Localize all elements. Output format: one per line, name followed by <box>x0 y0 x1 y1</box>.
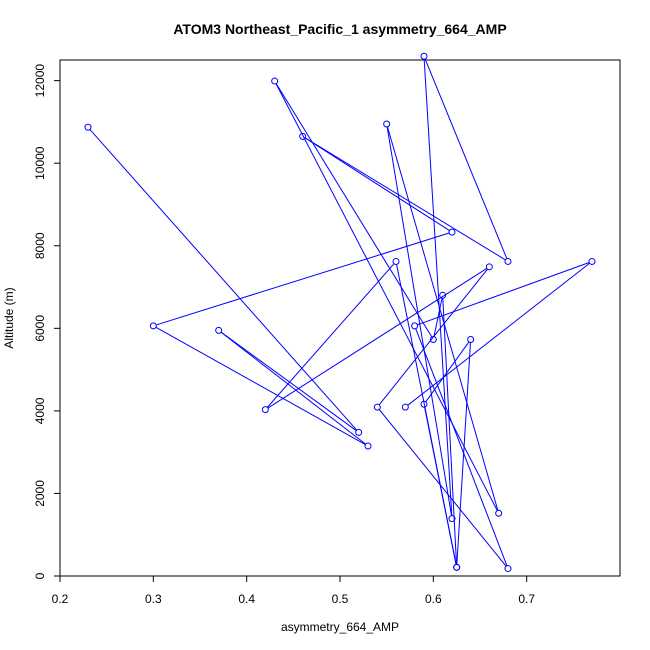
data-point <box>411 322 419 330</box>
plot-area: 0.2 0.3 0.4 0.5 0.6 0.7 0 2000 4000 6000 8000 1000… <box>33 52 621 606</box>
series-segment <box>156 232 450 326</box>
series-segment <box>442 298 458 565</box>
y-axis: 0 2000 4000 6000 8000 10000 12000 <box>33 64 61 579</box>
series-segment <box>396 264 457 565</box>
y-tick-label: 12000 <box>33 64 47 98</box>
data-point <box>504 565 512 573</box>
x-tick-label: 0.5 <box>332 592 349 606</box>
y-tick-label: 4000 <box>33 397 47 424</box>
data-point <box>495 509 503 517</box>
data-point <box>453 563 461 571</box>
y-axis-label: Altitude (m) <box>2 287 16 348</box>
series-segment <box>417 262 590 326</box>
data-point <box>299 132 307 140</box>
series-segment <box>378 409 507 567</box>
data-point <box>401 403 409 411</box>
series-segment <box>89 129 358 431</box>
x-tick-label: 0.6 <box>425 592 442 606</box>
y-tick-label: 10000 <box>33 146 47 180</box>
data-point <box>84 123 92 131</box>
data-point <box>149 322 157 330</box>
x-tick-label: 0.2 <box>52 592 69 606</box>
data-point <box>392 257 400 265</box>
data-point <box>364 442 372 450</box>
series-segment <box>407 262 590 406</box>
data-point <box>485 263 493 271</box>
x-tick-label: 0.3 <box>145 592 162 606</box>
series-segment <box>266 263 395 408</box>
data-point <box>448 228 456 236</box>
x-axis-label: asymmetry_664_AMP <box>281 620 399 634</box>
y-tick-label: 8000 <box>33 232 47 259</box>
x-axis: 0.2 0.3 0.4 0.5 0.6 0.7 <box>52 575 535 606</box>
x-tick-label: 0.4 <box>238 592 255 606</box>
series-segment <box>155 326 366 445</box>
data-point <box>588 257 596 265</box>
series-segment <box>386 126 453 516</box>
data-point <box>355 428 363 436</box>
plot-frame <box>59 59 621 577</box>
data-point <box>261 406 269 414</box>
data-point <box>429 335 437 343</box>
series-segment <box>304 137 506 261</box>
data-point <box>448 515 456 523</box>
series-segment <box>423 59 453 516</box>
data-point <box>420 52 428 60</box>
data-point <box>271 77 279 85</box>
series-segment <box>267 268 488 409</box>
series-segment <box>220 331 357 431</box>
series-segment <box>275 83 498 511</box>
series-segment <box>378 268 488 406</box>
data-point <box>373 403 381 411</box>
series-segment <box>387 126 499 511</box>
chart-title: ATOM3 Northeast_Pacific_1 asymmetry_664_… <box>173 21 506 37</box>
data-point <box>215 326 223 334</box>
x-tick-label: 0.7 <box>518 592 535 606</box>
y-tick-label: 6000 <box>33 315 47 342</box>
series-segment <box>415 328 508 566</box>
data-point <box>504 257 512 265</box>
series-segment <box>275 83 433 338</box>
data-point <box>439 291 447 299</box>
series-segment <box>220 331 366 445</box>
data-point <box>420 400 428 408</box>
y-tick-label: 0 <box>33 572 47 579</box>
data-series <box>84 52 596 573</box>
data-point <box>383 120 391 128</box>
series-segment <box>304 137 450 231</box>
data-point <box>467 335 475 343</box>
series-segment <box>424 58 508 259</box>
series-segment <box>425 341 470 403</box>
y-tick-label: 2000 <box>33 480 47 507</box>
